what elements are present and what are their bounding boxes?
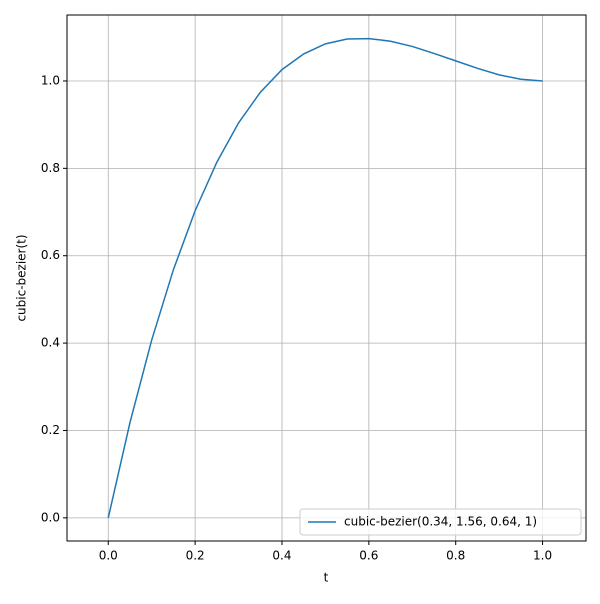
legend-label: cubic-bezier(0.34, 1.56, 0.64, 1) [344,515,537,529]
x-axis-label: t [324,571,329,585]
x-tick-label: 0.4 [272,549,291,563]
x-tick-label: 0.2 [186,549,205,563]
x-tick-label: 0.0 [99,549,118,563]
y-tick-label: 0.2 [41,423,60,437]
y-tick-label: 0.8 [41,161,60,175]
x-tick-label: 0.6 [359,549,378,563]
data-line [107,37,543,519]
y-tick-label: 0.0 [41,510,60,524]
y-axis-label: cubic-bezier(t) [15,234,29,321]
grid [67,15,586,541]
axes-frame [66,14,587,542]
x-tick-label: 1.0 [533,549,552,563]
y-tick-label: 0.4 [41,336,60,350]
y-tick-label: 0.6 [41,248,60,262]
y-tick-label: 1.0 [41,73,60,87]
ticks: 0.0 0.2 0.4 0.6 0.8 1.0 0.0 0.2 0.4 0.6 0.8 1.0 [41,73,552,562]
plot [107,37,543,519]
x-tick-label: 0.8 [446,549,465,563]
legend-box [299,508,582,536]
legend: cubic-bezier(0.34, 1.56, 0.64, 1) [299,508,582,536]
